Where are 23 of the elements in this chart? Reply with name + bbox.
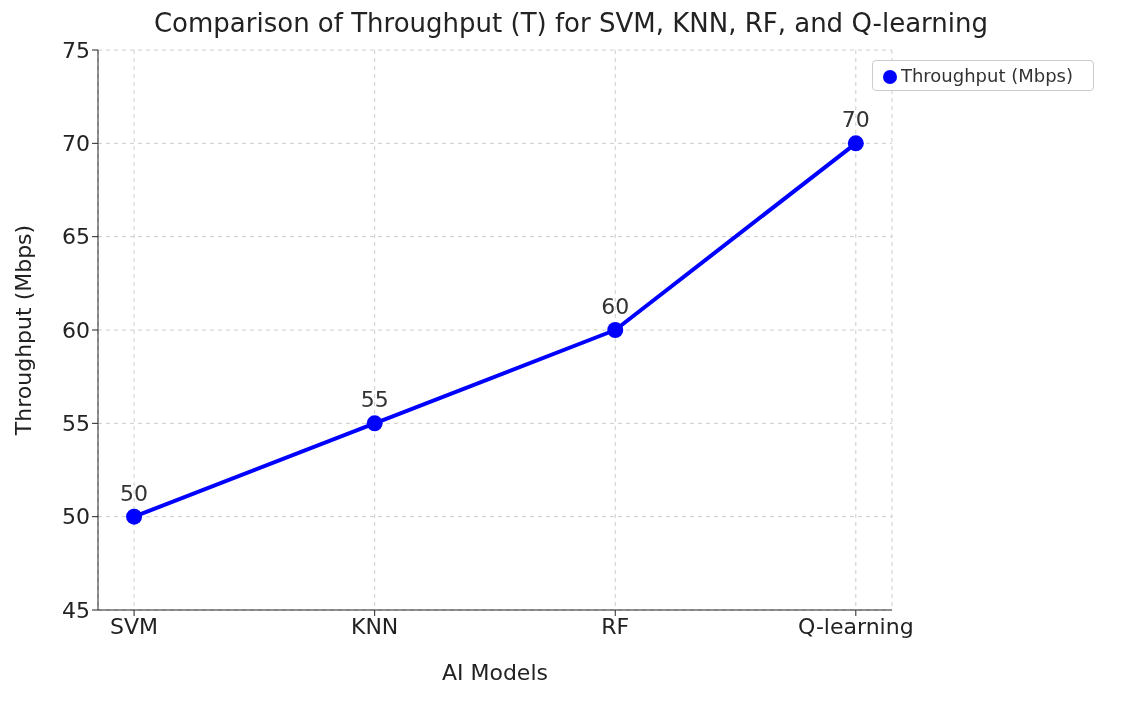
data-label: 70 [841,107,870,133]
y-tick-label: 70 [62,131,90,157]
x-tick-label: RF [601,613,630,639]
legend-label: Throughput (Mbps) [900,65,1073,86]
data-label: 50 [120,480,149,506]
point [847,135,864,152]
point [607,322,624,338]
point [366,415,383,432]
y-tick-label: 45 [62,597,90,623]
x-tick-label: SVM [110,613,159,639]
y-tick-label: 75 [62,37,90,63]
chart-title: Comparison of Throughput (T) for SVM, KNN, RF, and Q-learning [152,8,990,38]
x-axis-title: AI Models [441,660,548,685]
y-tick-label: 60 [62,317,90,343]
x-tick-label: KNN [350,613,399,639]
x-tick-label: Q-learning [798,613,914,639]
y-axis-title: Throughput (Mbps) [10,224,36,437]
data-label: 55 [360,387,389,413]
y-tick-label: 55 [62,411,90,437]
y-tick-label: 65 [62,224,90,250]
point [126,508,143,525]
y-tick-label: 50 [62,504,90,530]
data-label: 60 [601,294,630,319]
